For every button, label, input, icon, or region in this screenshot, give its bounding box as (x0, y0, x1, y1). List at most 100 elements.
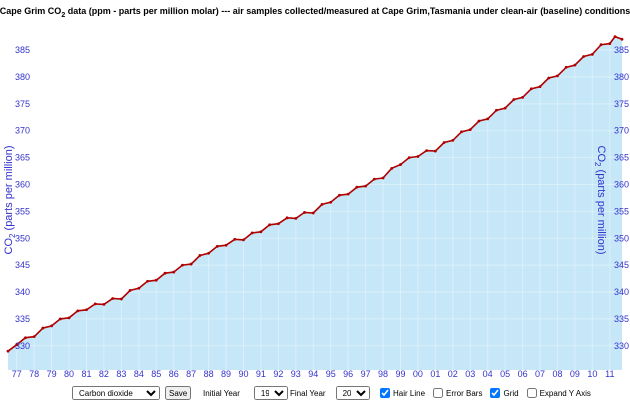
final-select[interactable]: 2012 (335, 386, 370, 400)
x-tick-label: 87 (186, 369, 196, 379)
y2-tick-label: 335 (614, 314, 629, 324)
point (268, 223, 272, 227)
save-button[interactable]: Save (165, 386, 192, 400)
point (381, 176, 385, 180)
point (6, 349, 10, 353)
point (146, 279, 149, 283)
line (7, 35, 623, 352)
options: Hair Line Error Bars Grid Expand Y Axis (380, 386, 591, 400)
y2-tick-label: 360 (614, 179, 629, 189)
option-label: Grid (503, 388, 519, 398)
x-tick-label: 09 (570, 369, 580, 379)
x-tick-label: 91 (256, 369, 266, 379)
y2-tick-label: 385 (614, 45, 629, 55)
x-tick-label: 86 (169, 369, 179, 379)
point (50, 324, 54, 328)
point (93, 302, 97, 306)
y-tick-label: 360 (15, 179, 30, 189)
point (215, 244, 219, 248)
x-tick-label: 78 (29, 369, 39, 379)
initial-label: Initial Year (203, 388, 240, 398)
checkbox[interactable] (526, 388, 537, 398)
x-tick-label: 01 (430, 369, 440, 379)
gas-control: Carbon dioxide Save (72, 386, 192, 400)
point (137, 286, 141, 290)
option[interactable]: Expand Y Axis (526, 388, 591, 398)
y-tick-label: 350 (15, 233, 30, 243)
point (425, 149, 429, 153)
point (547, 76, 551, 80)
point (451, 138, 455, 142)
initial-control: Initial Year 1976 (203, 386, 288, 400)
point (529, 87, 533, 91)
point (233, 237, 237, 241)
y2-tick-label: 350 (614, 233, 629, 243)
x-tick-label: 80 (64, 369, 74, 379)
y-title-sub: 2 (593, 162, 602, 167)
title-rest: data (ppm - parts per million molar) ---… (65, 6, 630, 16)
y2-tick-label: 370 (614, 126, 629, 136)
point (250, 231, 254, 235)
y-tick-label: 375 (15, 99, 30, 109)
y2-tick-label: 355 (614, 206, 629, 216)
point (181, 263, 184, 267)
x-tick-label: 08 (552, 369, 562, 379)
point (590, 52, 594, 56)
point (364, 184, 367, 188)
point (442, 141, 446, 144)
point (372, 177, 376, 181)
x-tick-label: 92 (273, 369, 283, 379)
point (198, 254, 202, 257)
y-title-sub: 2 (8, 233, 17, 238)
point (32, 335, 36, 339)
y-tick-label: 355 (15, 206, 30, 216)
checkbox[interactable] (380, 388, 390, 398)
y2-tick-label: 340 (614, 287, 629, 297)
point (67, 316, 71, 320)
x-tick-label: 77 (12, 369, 22, 379)
checkbox[interactable] (490, 388, 501, 398)
gas-select[interactable]: Carbon dioxide (72, 386, 160, 400)
y-title-text: CO (3, 238, 15, 255)
point (582, 55, 586, 58)
x-tick-label: 81 (81, 369, 91, 379)
y-tick-label: 385 (15, 45, 30, 55)
x-tick-label: 02 (448, 369, 458, 379)
y-tick-label: 335 (15, 314, 30, 324)
x-tick-label: 10 (587, 369, 597, 379)
y2-tick-label: 365 (614, 153, 629, 163)
option[interactable]: Error Bars (433, 388, 482, 398)
point (338, 193, 341, 197)
point (303, 211, 306, 214)
point (355, 185, 359, 189)
plot: 330 330 335 335 340 340 345 345 350 350 355 355 360 3… (6, 28, 629, 379)
x-tick-label: 95 (326, 369, 336, 379)
point (564, 65, 568, 69)
point (486, 117, 490, 121)
x-tick-label: 97 (361, 369, 371, 379)
x-tick-label: 93 (291, 369, 301, 379)
x-tick-label: 88 (204, 369, 214, 379)
x-tick-label: 82 (99, 369, 109, 379)
area (8, 36, 622, 370)
x-tick-label: 79 (47, 369, 57, 379)
x-tick-label: 89 (221, 369, 231, 379)
initial-select[interactable]: 1976 (253, 386, 288, 400)
point (407, 156, 411, 159)
x-tick-label: 00 (413, 369, 423, 379)
y2-tick-label: 345 (614, 260, 629, 270)
y2-axis-title: CO2 (parts per million) (593, 146, 607, 255)
point (224, 243, 228, 247)
point (102, 302, 106, 306)
point (346, 192, 350, 196)
x-tick-label: 83 (116, 369, 126, 379)
point (399, 163, 402, 166)
final-label: Final Year (290, 388, 326, 398)
option[interactable]: Hair Line (380, 388, 425, 398)
x-tick-label: 84 (134, 369, 144, 379)
option[interactable]: Grid (490, 388, 519, 398)
y-tick-label: 380 (15, 72, 30, 82)
point (512, 98, 516, 101)
x-tick-label: 11 (605, 369, 614, 379)
checkbox[interactable] (433, 388, 444, 398)
